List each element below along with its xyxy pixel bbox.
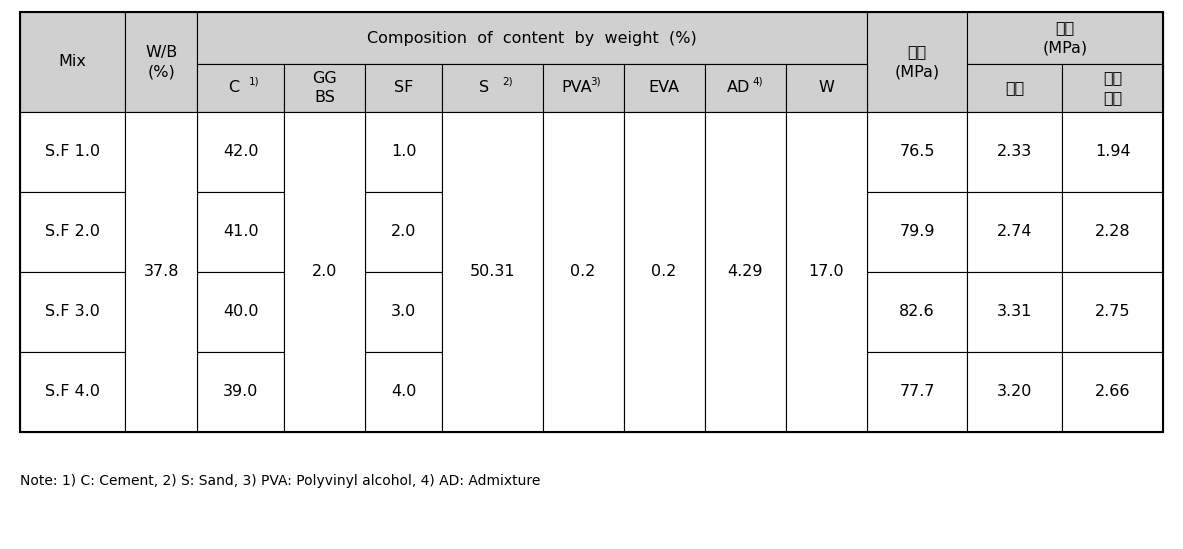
Text: 온냉
반복: 온냉 반복 — [1103, 71, 1123, 105]
Text: 17.0: 17.0 — [808, 265, 843, 279]
Bar — [867, 12, 968, 112]
Bar — [366, 352, 442, 432]
Bar — [442, 64, 543, 112]
Bar — [198, 272, 284, 352]
Bar — [1062, 192, 1163, 272]
Bar — [867, 352, 968, 432]
Text: S.F 2.0: S.F 2.0 — [45, 225, 99, 239]
Text: 2.74: 2.74 — [997, 225, 1033, 239]
Text: Note: 1) C: Cement, 2) S: Sand, 3) PVA: Polyvinyl alcohol, 4) AD: Admixture: Note: 1) C: Cement, 2) S: Sand, 3) PVA: … — [20, 474, 541, 488]
Text: 압축
(MPa): 압축 (MPa) — [894, 44, 939, 80]
Text: 3.20: 3.20 — [997, 384, 1033, 400]
Bar — [1062, 352, 1163, 432]
Text: 2.33: 2.33 — [997, 144, 1033, 160]
Bar — [968, 112, 1062, 192]
Bar — [543, 112, 623, 432]
Text: 76.5: 76.5 — [899, 144, 935, 160]
Text: 부착
(MPa): 부착 (MPa) — [1042, 21, 1087, 55]
Text: Mix: Mix — [58, 54, 86, 70]
Text: S.F 4.0: S.F 4.0 — [45, 384, 99, 400]
Text: 2.75: 2.75 — [1095, 305, 1131, 320]
Bar — [968, 64, 1062, 112]
Bar — [20, 12, 1163, 432]
Text: GG
BS: GG BS — [312, 71, 337, 105]
Bar — [1062, 64, 1163, 112]
Bar — [20, 112, 124, 192]
Text: 4.0: 4.0 — [390, 384, 416, 400]
Text: 79.9: 79.9 — [899, 225, 935, 239]
Bar — [705, 112, 786, 432]
Bar — [366, 272, 442, 352]
Bar — [623, 64, 705, 112]
Bar — [284, 64, 366, 112]
Bar — [1062, 272, 1163, 352]
Bar — [867, 272, 968, 352]
Bar — [366, 192, 442, 272]
Text: 0.2: 0.2 — [652, 265, 677, 279]
Bar — [867, 192, 968, 272]
Text: 3.31: 3.31 — [997, 305, 1033, 320]
Text: 37.8: 37.8 — [143, 265, 179, 279]
Bar — [124, 12, 198, 112]
Text: 0.2: 0.2 — [570, 265, 596, 279]
Text: 82.6: 82.6 — [899, 305, 935, 320]
Text: 1.94: 1.94 — [1095, 144, 1131, 160]
Bar — [543, 64, 623, 112]
Text: 2.0: 2.0 — [312, 265, 337, 279]
Text: 2): 2) — [502, 76, 512, 86]
Bar — [786, 64, 867, 112]
Text: 3.0: 3.0 — [390, 305, 416, 320]
Bar — [867, 112, 968, 192]
Text: 4.29: 4.29 — [728, 265, 763, 279]
Bar — [366, 64, 442, 112]
Text: EVA: EVA — [648, 81, 680, 96]
Bar — [124, 112, 198, 432]
Text: 1.0: 1.0 — [390, 144, 416, 160]
Bar — [442, 112, 543, 432]
Bar — [20, 192, 124, 272]
Bar — [198, 112, 284, 192]
Text: 40.0: 40.0 — [224, 305, 259, 320]
Text: 39.0: 39.0 — [224, 384, 258, 400]
Text: 2.0: 2.0 — [390, 225, 416, 239]
Text: Composition  of  content  by  weight  (%): Composition of content by weight (%) — [367, 31, 697, 46]
Text: 41.0: 41.0 — [222, 225, 259, 239]
Text: S.F 1.0: S.F 1.0 — [45, 144, 99, 160]
Text: 1): 1) — [248, 76, 259, 86]
Bar — [198, 192, 284, 272]
Bar — [786, 112, 867, 432]
Text: 2.66: 2.66 — [1095, 384, 1131, 400]
Text: PVA: PVA — [561, 81, 592, 96]
Text: 77.7: 77.7 — [899, 384, 935, 400]
Bar — [366, 112, 442, 192]
Bar — [1062, 112, 1163, 192]
Text: 2.28: 2.28 — [1095, 225, 1131, 239]
Text: 표준: 표준 — [1006, 81, 1024, 96]
Bar — [284, 112, 366, 432]
Text: 4): 4) — [752, 76, 763, 86]
Text: 3): 3) — [590, 76, 601, 86]
Bar — [198, 12, 867, 64]
Bar — [705, 64, 786, 112]
Bar — [20, 352, 124, 432]
Bar — [623, 112, 705, 432]
Bar — [198, 64, 284, 112]
Bar — [968, 272, 1062, 352]
Text: 50.31: 50.31 — [470, 265, 515, 279]
Text: S: S — [479, 81, 490, 96]
Bar — [20, 272, 124, 352]
Bar — [968, 192, 1062, 272]
Bar — [968, 352, 1062, 432]
Bar — [968, 12, 1163, 64]
Bar — [20, 12, 124, 112]
Text: S.F 3.0: S.F 3.0 — [45, 305, 99, 320]
Text: C: C — [228, 81, 239, 96]
Text: W/B
(%): W/B (%) — [146, 44, 177, 80]
Text: AD: AD — [728, 81, 750, 96]
Text: 42.0: 42.0 — [224, 144, 259, 160]
Text: SF: SF — [394, 81, 413, 96]
Text: W: W — [819, 81, 834, 96]
Bar — [198, 352, 284, 432]
